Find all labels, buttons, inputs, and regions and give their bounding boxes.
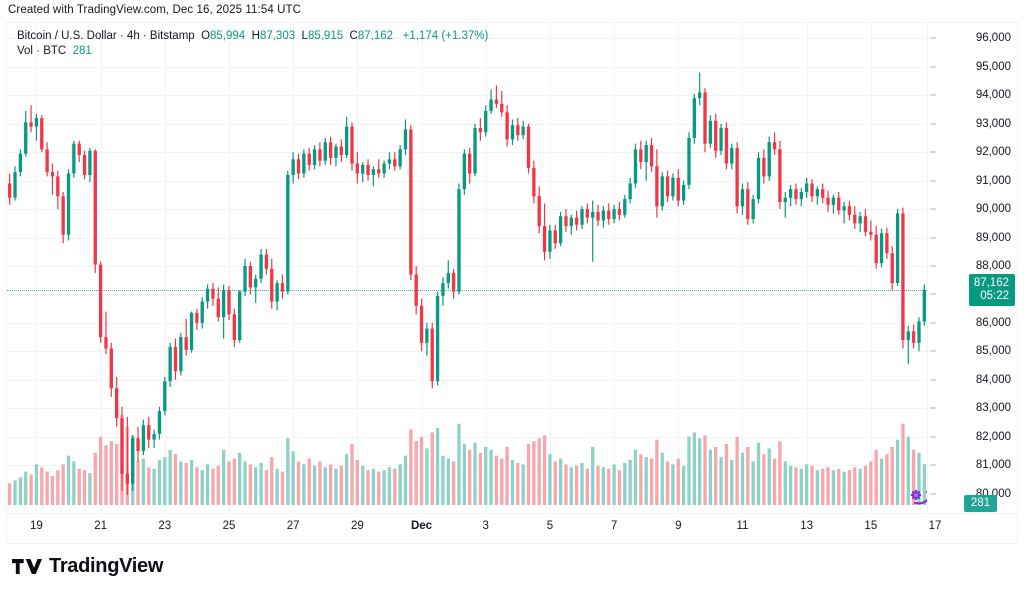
- time-tick-label: 7: [610, 520, 618, 532]
- time-tick-label: 19: [30, 520, 43, 532]
- time-tick-label: 17: [928, 520, 942, 532]
- tradingview-logo: TradingView: [12, 555, 163, 578]
- price-tick-mark: [930, 66, 936, 68]
- time-tick-label: 29: [350, 520, 364, 532]
- tradingview-wordmark: TradingView: [49, 555, 164, 577]
- chart-plot-area[interactable]: [7, 23, 927, 513]
- price-tick-mark: [930, 208, 936, 210]
- price-tick-label: 94,000: [975, 89, 1011, 102]
- time-tick-label: Dec: [410, 520, 433, 532]
- price-tick-mark: [930, 94, 936, 96]
- price-tick-label: 89,000: [975, 231, 1011, 244]
- price-tick-mark: [930, 436, 936, 438]
- price-tick-mark: [930, 379, 936, 381]
- price-tick-label: 91,000: [975, 174, 1011, 187]
- time-tick-label: 21: [94, 520, 107, 532]
- price-tick-mark: [930, 350, 936, 352]
- time-tick-label: 13: [800, 520, 814, 532]
- price-tick-mark: [930, 151, 936, 153]
- price-tick-label: 93,000: [975, 117, 1011, 130]
- time-tick-label: 27: [286, 520, 300, 532]
- last-price-value: 87,162: [973, 276, 1009, 289]
- price-tick-label: 96,000: [975, 32, 1011, 45]
- price-tick-mark: [930, 123, 936, 125]
- attribution-text: Created with TradingView.com, Dec 16, 20…: [8, 4, 302, 16]
- grid-layer: [7, 23, 927, 513]
- time-tick-label: 5: [546, 520, 554, 532]
- price-tick-label: 81,000: [975, 459, 1011, 472]
- price-tick-mark: [930, 37, 936, 39]
- time-tick-label: 11: [736, 520, 749, 532]
- tradingview-mark-icon: [12, 559, 42, 574]
- price-tick-mark: [930, 322, 936, 324]
- price-tick-label: 90,000: [975, 203, 1011, 216]
- price-tick-label: 92,000: [975, 146, 1011, 159]
- last-price-badge: 87,162 05:22: [968, 273, 1015, 306]
- price-tick-label: 83,000: [975, 402, 1011, 415]
- time-tick-label: 9: [675, 520, 682, 532]
- price-scale[interactable]: 87,162 05:22 281 96,000 95,000 94,000 93,00…: [927, 23, 1017, 513]
- time-tick-label: 23: [158, 520, 172, 532]
- price-tick-label: 95,000: [975, 60, 1011, 73]
- price-tick-mark: [930, 180, 936, 182]
- time-tick-label: 15: [864, 520, 878, 532]
- price-tick-mark: [930, 493, 936, 495]
- chart-frame: Bitcoin / U.S. Dollar · 4h · Bitstamp O8…: [6, 22, 1018, 544]
- time-scale[interactable]: 19 21 23 25 27 29 Dec 3 5 7 9 11 13 15 17: [7, 513, 1017, 543]
- time-tick-label: 3: [482, 520, 489, 532]
- price-tick-label: 85,000: [975, 345, 1011, 358]
- price-tick-mark: [930, 293, 936, 295]
- price-tick-label: 88,000: [975, 260, 1011, 272]
- volume-badge: 281: [963, 495, 997, 512]
- time-tick-label: 25: [222, 520, 236, 532]
- last-price-line: [7, 289, 927, 291]
- price-tick-mark: [930, 265, 936, 267]
- bar-countdown: 05:22: [980, 289, 1009, 302]
- price-tick-label: 84,000: [975, 373, 1011, 386]
- price-tick-label: 82,000: [975, 430, 1011, 443]
- candlestick-series: [8, 72, 926, 496]
- price-tick-mark: [930, 237, 936, 239]
- price-tick-mark: [930, 407, 936, 409]
- price-tick-label: 86,000: [975, 316, 1011, 329]
- price-tick-mark: [930, 464, 936, 466]
